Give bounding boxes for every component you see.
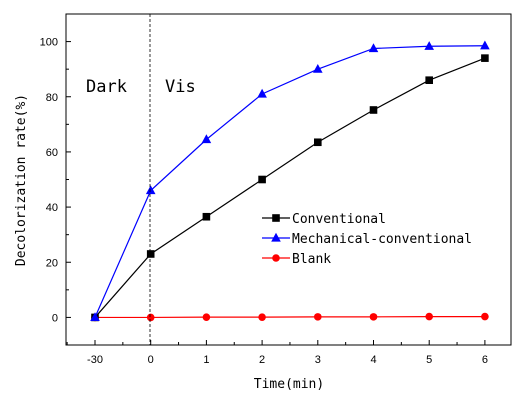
data-point (424, 41, 434, 50)
series-mechanical-conventional (90, 40, 490, 322)
y-tick-label: 0 (52, 312, 58, 324)
data-point (145, 185, 156, 195)
plot-area (65, 13, 512, 346)
data-point (258, 175, 266, 184)
legend-label: Blank (292, 252, 331, 267)
data-point (201, 134, 212, 144)
legend-label: Mechanical-conventional (292, 232, 472, 247)
x-tick-label: 1 (203, 354, 209, 366)
data-point (146, 250, 155, 258)
annotation-dark: Dark (86, 77, 127, 97)
data-point (425, 312, 434, 321)
legend-item: Mechanical-conventional (262, 232, 472, 247)
legend-label: Conventional (292, 212, 386, 227)
legend-marker (271, 232, 281, 242)
series-blank (91, 312, 489, 322)
data-point (202, 313, 211, 321)
y-tick-label: 40 (46, 202, 58, 214)
x-tick-label: 2 (259, 354, 265, 366)
series-line (95, 315, 485, 319)
y-tick-label: 60 (46, 147, 58, 159)
annotation-vis: Vis (165, 77, 196, 97)
x-tick-label: -30 (87, 354, 103, 366)
x-tick-label: 6 (482, 354, 488, 366)
data-point (425, 76, 433, 84)
data-point (480, 40, 490, 50)
legend: Conventional Mechanical-conventional Blank (262, 212, 472, 267)
data-point (369, 313, 378, 321)
data-point (481, 312, 489, 321)
data-point (481, 54, 489, 62)
series-line (94, 57, 486, 318)
axes: 0 20 40 60 80 100 -30 0 1 2 3 4 5 6 (40, 13, 488, 366)
data-point (313, 63, 323, 73)
series-line (94, 45, 485, 318)
x-tick-label: 0 (148, 354, 154, 366)
x-axis-label: Time(min) (254, 377, 324, 392)
x-tick-label: 3 (315, 354, 321, 366)
y-tick-label: 80 (46, 92, 58, 104)
data-point (258, 313, 266, 321)
data-point (368, 43, 379, 53)
data-point (146, 313, 155, 322)
x-tick-label: 4 (370, 354, 376, 366)
legend-marker (272, 214, 280, 222)
y-axis-label: Decolorization rate(%) (14, 94, 29, 266)
series-group (90, 40, 490, 322)
y-tick-label: 100 (40, 37, 58, 49)
y-tick-label: 20 (46, 257, 58, 269)
data-point (314, 138, 322, 147)
legend-marker (272, 254, 280, 262)
data-point (202, 212, 211, 221)
plot-border (65, 13, 512, 346)
legend-item: Blank (262, 252, 331, 267)
data-point (369, 106, 378, 114)
legend-item: Conventional (262, 212, 386, 227)
data-point (90, 312, 100, 322)
data-point (257, 88, 267, 98)
data-point (314, 313, 322, 321)
x-tick-label: 5 (426, 354, 432, 366)
